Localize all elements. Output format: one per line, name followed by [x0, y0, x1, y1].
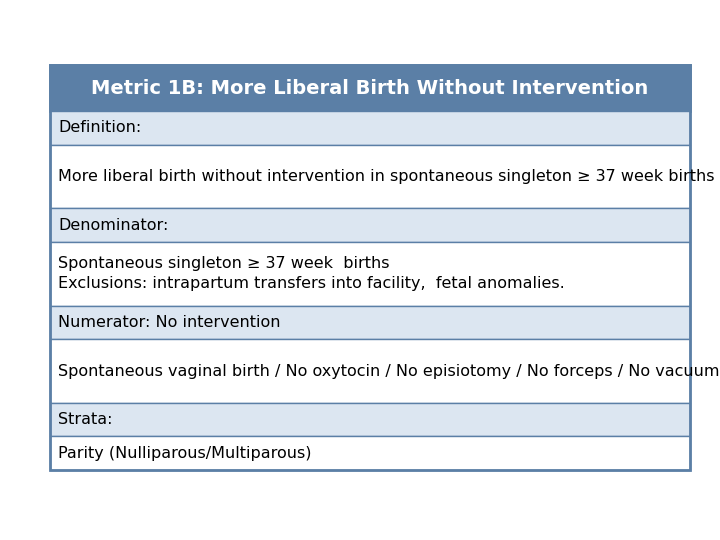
- Text: More liberal birth without intervention in spontaneous singleton ≥ 37 week birth: More liberal birth without intervention …: [58, 169, 714, 184]
- Text: Definition:: Definition:: [58, 120, 141, 136]
- Text: Parity (Nulliparous/Multiparous): Parity (Nulliparous/Multiparous): [58, 446, 312, 461]
- Text: Metric 1B: More Liberal Birth Without Intervention: Metric 1B: More Liberal Birth Without In…: [91, 78, 649, 98]
- Bar: [50, 208, 690, 242]
- Bar: [50, 339, 690, 403]
- Text: Spontaneous singleton ≥ 37 week  births
Exclusions: intrapartum transfers into f: Spontaneous singleton ≥ 37 week births E…: [58, 256, 564, 292]
- Text: Denominator:: Denominator:: [58, 218, 168, 233]
- Bar: [50, 111, 690, 145]
- Bar: [50, 65, 690, 111]
- Bar: [50, 436, 690, 470]
- Bar: [50, 145, 690, 208]
- Bar: [50, 403, 690, 436]
- Text: Spontaneous vaginal birth / No oxytocin / No episiotomy / No forceps / No vacuum: Spontaneous vaginal birth / No oxytocin …: [58, 363, 720, 379]
- Bar: [50, 65, 690, 470]
- Text: Numerator: No intervention: Numerator: No intervention: [58, 315, 281, 330]
- Text: Strata:: Strata:: [58, 412, 112, 427]
- Bar: [50, 242, 690, 306]
- Bar: [50, 306, 690, 339]
